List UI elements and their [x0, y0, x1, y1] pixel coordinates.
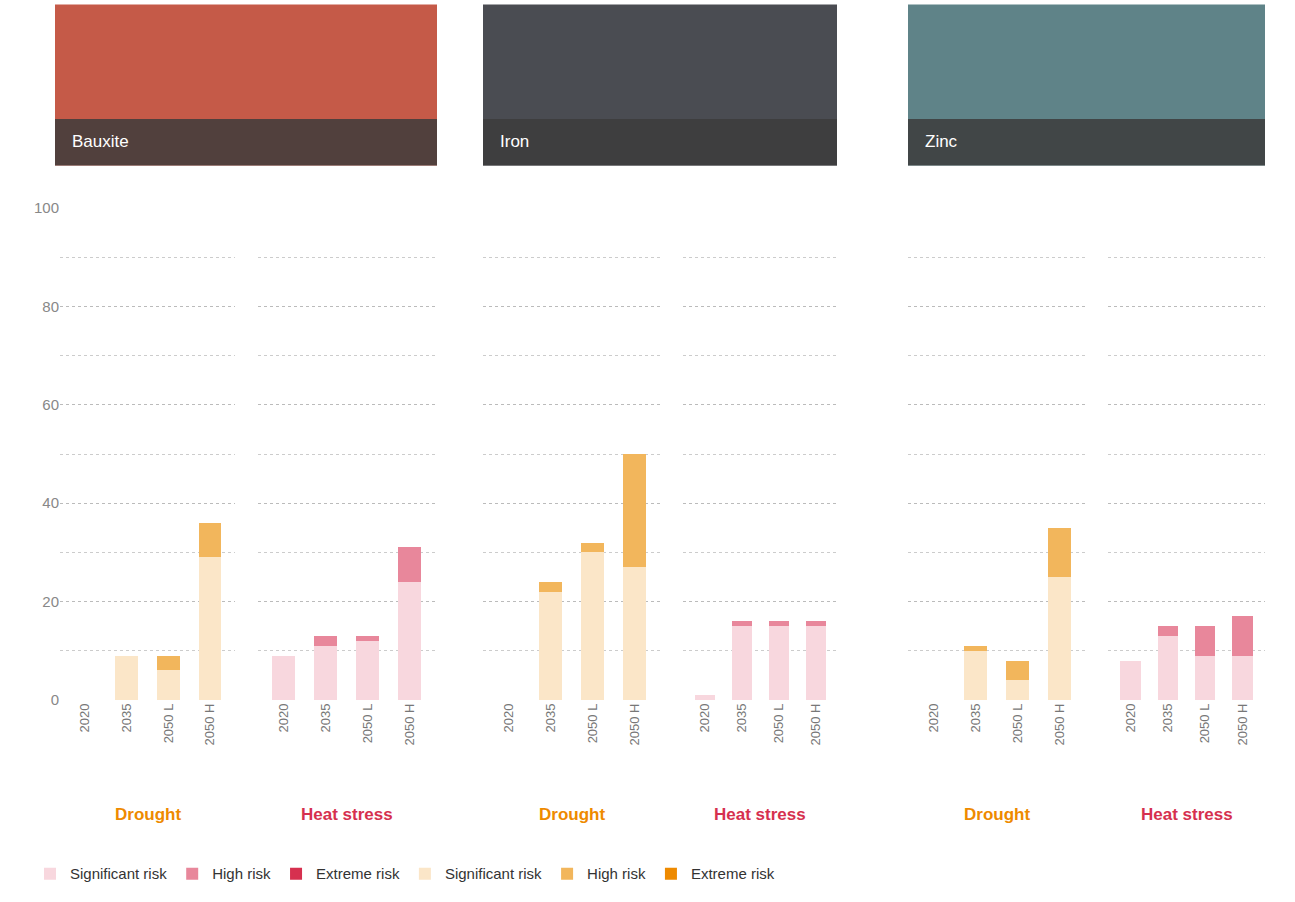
- svg-text:2050 H: 2050 H: [627, 704, 642, 746]
- svg-text:2050 H: 2050 H: [1235, 704, 1250, 746]
- svg-text:Extreme risk: Extreme risk: [316, 865, 400, 882]
- svg-text:Drought: Drought: [539, 805, 605, 824]
- svg-text:Drought: Drought: [964, 805, 1030, 824]
- svg-text:Heat stress: Heat stress: [301, 805, 393, 824]
- svg-text:2020: 2020: [501, 704, 516, 733]
- svg-text:2020: 2020: [276, 704, 291, 733]
- svg-text:2020: 2020: [926, 704, 941, 733]
- svg-text:High risk: High risk: [587, 865, 646, 882]
- svg-text:2050 H: 2050 H: [402, 704, 417, 746]
- svg-text:2035: 2035: [318, 704, 333, 733]
- svg-text:60: 60: [42, 396, 59, 413]
- svg-text:2050 L: 2050 L: [1197, 704, 1212, 744]
- svg-text:2050 L: 2050 L: [771, 704, 786, 744]
- svg-text:2050 L: 2050 L: [360, 704, 375, 744]
- svg-text:Extreme risk: Extreme risk: [691, 865, 775, 882]
- svg-text:Drought: Drought: [115, 805, 181, 824]
- svg-text:2020: 2020: [1123, 704, 1138, 733]
- svg-text:100: 100: [34, 199, 59, 216]
- svg-text:2035: 2035: [968, 704, 983, 733]
- svg-text:2050 H: 2050 H: [808, 704, 823, 746]
- svg-text:2035: 2035: [119, 704, 134, 733]
- svg-text:20: 20: [42, 593, 59, 610]
- svg-text:Iron: Iron: [500, 132, 529, 151]
- svg-text:2050 L: 2050 L: [161, 704, 176, 744]
- svg-text:Significant risk: Significant risk: [70, 865, 167, 882]
- svg-text:80: 80: [42, 298, 59, 315]
- svg-text:Heat stress: Heat stress: [714, 805, 806, 824]
- svg-text:Significant risk: Significant risk: [445, 865, 542, 882]
- svg-text:2020: 2020: [77, 704, 92, 733]
- svg-text:Bauxite: Bauxite: [72, 132, 129, 151]
- svg-text:2035: 2035: [543, 704, 558, 733]
- svg-text:Zinc: Zinc: [925, 132, 958, 151]
- svg-text:40: 40: [42, 494, 59, 511]
- svg-text:2020: 2020: [697, 704, 712, 733]
- svg-text:Heat stress: Heat stress: [1141, 805, 1233, 824]
- svg-text:2050 L: 2050 L: [585, 704, 600, 744]
- svg-text:2050 L: 2050 L: [1010, 704, 1025, 744]
- svg-text:2050 H: 2050 H: [202, 704, 217, 746]
- svg-text:0: 0: [51, 691, 59, 708]
- svg-text:High risk: High risk: [212, 865, 271, 882]
- svg-text:2050 H: 2050 H: [1052, 704, 1067, 746]
- svg-text:2035: 2035: [734, 704, 749, 733]
- svg-text:2035: 2035: [1160, 704, 1175, 733]
